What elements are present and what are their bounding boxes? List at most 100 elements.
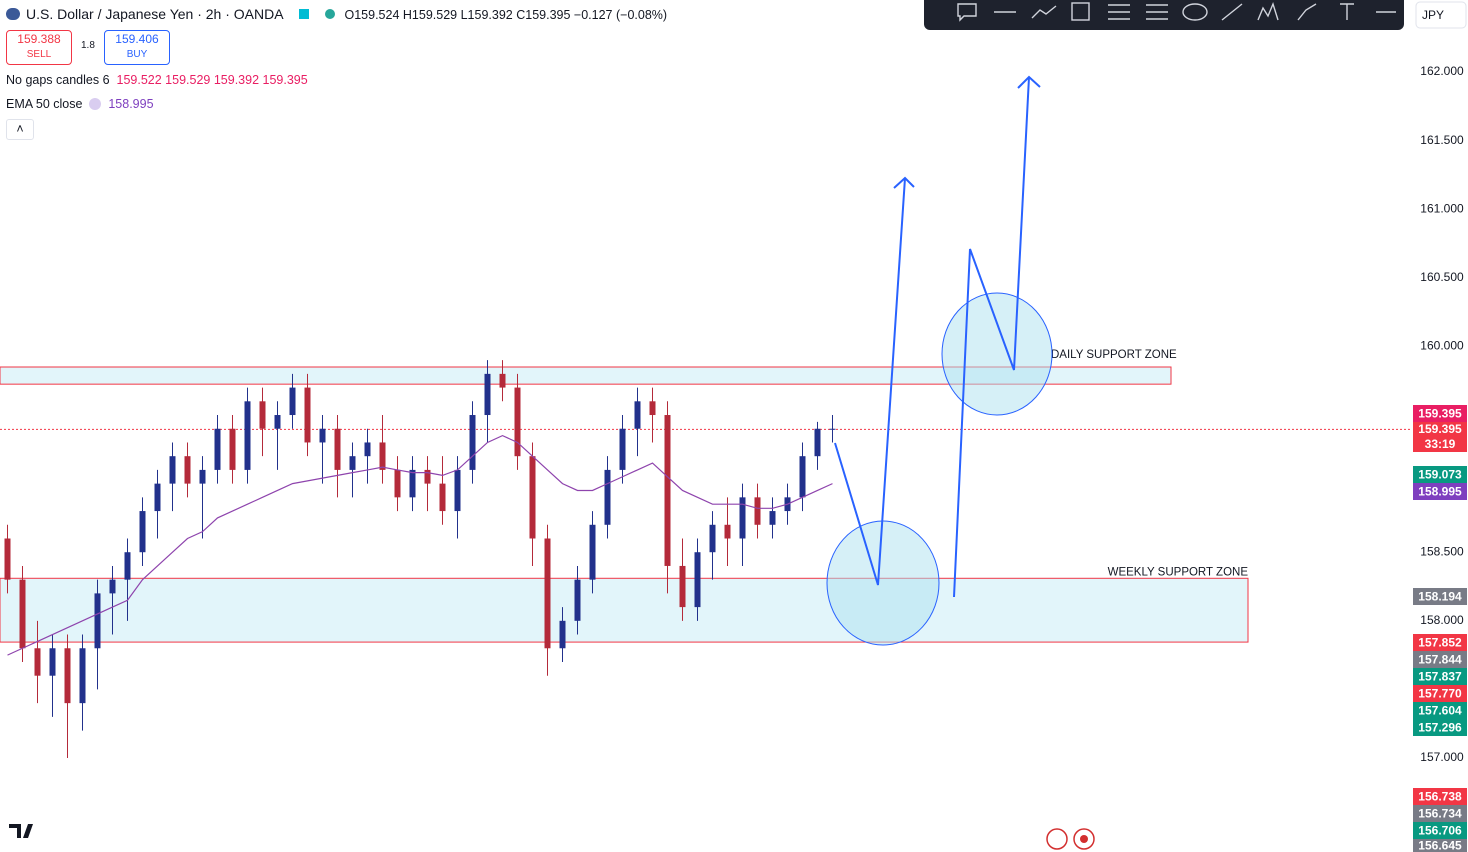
price-badge-label: 158.194 — [1418, 590, 1462, 604]
circle — [826, 520, 940, 646]
price-badge — [1413, 405, 1467, 422]
symbol-row: U.S. Dollar / Japanese Yen · 2h · OANDA … — [6, 6, 667, 22]
candle-body — [484, 373, 491, 416]
legend-value: 159.395 — [262, 73, 308, 87]
candle-body — [709, 524, 716, 553]
candle-body — [334, 428, 341, 470]
price-badge — [1413, 466, 1467, 483]
flag — [6, 8, 20, 20]
price-badge-label: 156.706 — [1418, 824, 1462, 838]
candle-body — [544, 538, 551, 649]
tool-icon[interactable] — [957, 3, 977, 22]
legend-name: No gaps candles 6 — [6, 73, 110, 87]
collapse-button[interactable]: ˄ — [6, 119, 34, 140]
price-badge — [1413, 651, 1467, 668]
loading-icon — [89, 98, 102, 110]
candle-body — [694, 552, 701, 608]
price-badge-label: 156.738 — [1418, 790, 1462, 804]
price-badge — [1413, 483, 1467, 500]
candle-body — [394, 469, 401, 498]
tool-icon[interactable] — [1071, 2, 1090, 21]
candle-body — [124, 552, 131, 580]
sell-button[interactable]: 159.388 SELL — [6, 30, 72, 65]
candle-body — [244, 401, 251, 470]
price-badge-label: 157.296 — [1418, 721, 1462, 735]
price-badge — [1413, 588, 1467, 605]
currency-select[interactable]: JPY — [1415, 1, 1467, 29]
ema-line — [7, 434, 833, 656]
tool-icon[interactable] — [1146, 4, 1168, 20]
price-badge-label: 157.604 — [1418, 704, 1462, 718]
candle-body — [34, 648, 41, 676]
arrow — [953, 76, 1030, 598]
candle-body — [409, 469, 416, 498]
tool-icon[interactable] — [1297, 3, 1317, 21]
candle-body — [4, 538, 11, 580]
price-badge-label: 156.645 — [1418, 839, 1462, 852]
tool-icon[interactable] — [1257, 1, 1279, 21]
candle-body — [19, 579, 26, 649]
symbol-title: U.S. Dollar / Japanese Yen · 2h · OANDA — [26, 6, 283, 22]
toolbar — [924, 0, 1404, 30]
y-tick-label: 162.000 — [1420, 64, 1464, 78]
candle-body — [199, 469, 206, 484]
event-dot — [1080, 835, 1088, 843]
toolbar-bg — [924, 0, 1404, 30]
price-badge-label: 157.770 — [1418, 687, 1462, 701]
zone-label: WEEKLY SUPPORT ZONE — [1108, 566, 1249, 578]
y-tick-label: 161.500 — [1420, 133, 1464, 147]
price-badge-label: 33:19 — [1425, 437, 1456, 451]
candle-body — [574, 579, 581, 621]
price-badge-label: 159.073 — [1418, 468, 1462, 482]
price-badge — [1413, 668, 1467, 685]
sell-price[interactable]: 159.388 — [17, 32, 61, 46]
tool-icon[interactable] — [1031, 5, 1057, 19]
tool-icon[interactable] — [1182, 3, 1208, 21]
y-tick-label: 160.000 — [1420, 339, 1464, 353]
legend-value: 159.529 — [165, 73, 211, 87]
candle-body — [259, 401, 266, 429]
candle-body — [229, 428, 236, 470]
y-tick-label: 161.000 — [1420, 201, 1464, 215]
candle-body — [529, 456, 536, 539]
tool-icon[interactable] — [1340, 3, 1354, 20]
circle — [941, 292, 1053, 416]
drawings — [826, 75, 1053, 646]
currency-box[interactable] — [1415, 1, 1467, 29]
candle-body — [94, 593, 101, 649]
buy-button[interactable]: 159.406 BUY — [104, 30, 170, 65]
arrow-head — [1017, 75, 1041, 89]
tool-icon[interactable] — [1221, 3, 1243, 21]
sell-label[interactable]: SELL — [26, 49, 52, 60]
ohlc-open: O159.524 — [344, 8, 400, 22]
price-badge — [1413, 422, 1467, 436]
logo-mark — [9, 824, 33, 838]
legend-name: EMA 50 close — [6, 97, 83, 111]
buy-price[interactable]: 159.406 — [115, 32, 159, 46]
candle-body — [604, 469, 611, 525]
candle-body — [109, 579, 116, 594]
ema-legend: EMA 50 close 158.995 — [6, 97, 154, 111]
currency[interactable]: JPY — [1422, 8, 1444, 22]
candle-body — [829, 428, 836, 430]
y-tick-label: 160.500 — [1420, 270, 1464, 284]
candle-body — [319, 428, 326, 443]
candle-body — [379, 442, 386, 470]
candle-body — [739, 497, 746, 539]
candle-body — [439, 483, 446, 512]
price-badge — [1413, 436, 1467, 452]
flag-icon[interactable] — [1046, 828, 1068, 850]
candle-legend: No gaps candles 6 159.522 159.529 159.39… — [6, 73, 308, 87]
tool-icon[interactable] — [1108, 4, 1130, 20]
candle-body — [304, 387, 311, 443]
ohlc-close: C159.395 — [516, 8, 571, 22]
buy-label[interactable]: BUY — [126, 49, 148, 60]
price-badge — [1413, 839, 1467, 852]
price-badge-label: 157.837 — [1418, 670, 1462, 684]
candle-body — [754, 497, 761, 525]
candle-body — [184, 456, 191, 484]
candle-body — [799, 456, 806, 498]
candle-body — [64, 648, 71, 704]
legend-value: 158.995 — [108, 97, 154, 111]
price-badge — [1413, 634, 1467, 651]
